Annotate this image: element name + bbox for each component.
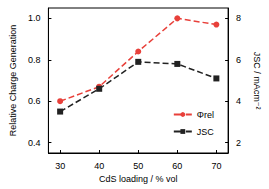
svg-text:JSC / mAcm⁻²: JSC / mAcm⁻² (252, 52, 262, 110)
svg-text:CdS loading / % vol: CdS loading / % vol (99, 174, 178, 184)
svg-text:Relative Charge Generation: Relative Charge Generation (8, 25, 18, 137)
svg-text:60: 60 (172, 161, 182, 171)
svg-text:0.6: 0.6 (28, 96, 41, 106)
svg-text:0.8: 0.8 (28, 55, 41, 65)
svg-text:4: 4 (236, 96, 241, 106)
svg-text:JSC: JSC (197, 127, 215, 137)
svg-text:2: 2 (236, 138, 241, 148)
svg-text:50: 50 (133, 161, 143, 171)
svg-text:8: 8 (236, 13, 241, 23)
svg-text:30: 30 (55, 161, 65, 171)
svg-text:Φrel: Φrel (197, 110, 214, 120)
svg-text:1.0: 1.0 (28, 13, 41, 23)
svg-text:40: 40 (94, 161, 104, 171)
svg-text:0.4: 0.4 (28, 138, 41, 148)
svg-text:6: 6 (236, 55, 241, 65)
svg-text:70: 70 (211, 161, 221, 171)
